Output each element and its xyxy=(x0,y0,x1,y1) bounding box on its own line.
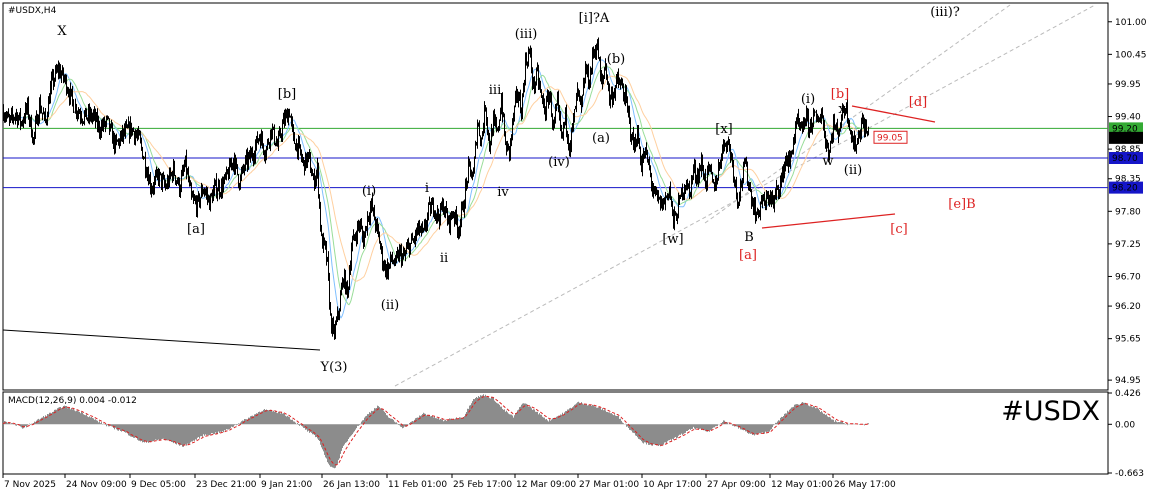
wave-label-red: [e]B xyxy=(948,197,975,212)
wave-label-black: ii xyxy=(440,251,448,266)
price-tick-label: 96.20 xyxy=(1115,302,1141,312)
time-axis: 7 Nov 2025 24 Nov 09:00 9 Dec 05:00 23 Dec … xyxy=(2,474,896,490)
wave-label-black: (iii)? xyxy=(930,5,960,20)
wave-label-black: X xyxy=(57,24,67,39)
wave-label-black: B xyxy=(744,230,754,245)
level-badge xyxy=(1109,152,1143,164)
level-badge-label: 98.20 xyxy=(1112,184,1138,194)
wave-label-black: i xyxy=(425,181,429,196)
wave-label-black: [b] xyxy=(278,87,296,102)
time-tick-label: 26 Jan 13:00 xyxy=(323,480,380,490)
time-tick-label: 12 May 01:00 xyxy=(771,480,833,490)
wave-label-red: [c] xyxy=(890,222,907,237)
target-price-box xyxy=(873,130,908,144)
wave-label-red: [b] xyxy=(831,87,849,102)
trend-line-y xyxy=(2,329,321,351)
price-tick-label: 96.70 xyxy=(1115,272,1141,282)
price-tick-label: 99.40 xyxy=(1115,113,1141,123)
wave-label-black: (i) xyxy=(362,184,376,199)
time-tick-label: 12 Mar 09:00 xyxy=(516,480,576,490)
time-tick-label: 9 Dec 05:00 xyxy=(131,480,186,490)
level-badge xyxy=(1109,122,1143,135)
macd-label: MACD(12,26,9) 0.004 -0.012 xyxy=(8,396,137,406)
target-price-label: 99.05 xyxy=(877,133,903,143)
price-tick-label: 98.85 xyxy=(1115,145,1141,155)
wave-label-black: (a) xyxy=(592,131,610,146)
time-tick-label: 11 Feb 01:00 xyxy=(388,480,447,490)
level-badge-label: 99.04 xyxy=(1112,134,1138,144)
wave-label-black: [a] xyxy=(187,222,205,237)
wave-label-black: (i) xyxy=(801,92,815,107)
time-tick-label: 24 Nov 09:00 xyxy=(66,480,127,490)
price-tick-label: 100.45 xyxy=(1115,50,1147,60)
wave-label-black: (iv) xyxy=(548,155,570,170)
price-tick-label: 94.95 xyxy=(1115,376,1141,386)
time-tick-label: 27 Mar 01:00 xyxy=(579,480,639,490)
price-tick-label: 97.25 xyxy=(1115,240,1141,250)
wave-label-black: [i]?A xyxy=(579,11,610,26)
chart-title: #USDX,H4 xyxy=(8,6,57,16)
time-tick-label: 9 Jan 21:00 xyxy=(261,480,313,490)
wave-label-black: Y(3) xyxy=(320,360,348,375)
price-tick-label: 95.65 xyxy=(1115,335,1141,345)
time-tick-label: 7 Nov 2025 xyxy=(4,480,56,490)
wave-label-black: iv xyxy=(497,185,509,200)
wave-label-black: (b) xyxy=(607,52,625,67)
macd-signal-line xyxy=(2,395,869,466)
macd-tick-label: -0.663 xyxy=(1115,469,1144,479)
macd-panel-frame xyxy=(2,391,1109,475)
price-tick-label: 99.95 xyxy=(1115,80,1141,90)
wave-label-black: (ii) xyxy=(844,163,862,178)
price-tick-label: 97.80 xyxy=(1115,207,1141,217)
wave-label-black: iii xyxy=(489,83,501,98)
wave-label-black: [w] xyxy=(662,232,683,247)
level-badge xyxy=(1109,181,1143,194)
time-tick-label: 26 May 17:00 xyxy=(834,480,896,490)
macd-histogram xyxy=(2,394,869,469)
time-tick-label: 23 Dec 21:00 xyxy=(196,480,257,490)
level-badge-label: 98.70 xyxy=(1112,154,1138,164)
triangle-upper-line xyxy=(851,105,936,123)
time-tick-label: 10 Apr 17:00 xyxy=(643,480,702,490)
wave-label-black: (ii) xyxy=(381,298,399,313)
wave-label-black: w xyxy=(822,154,833,169)
price-tick-label: 101.00 xyxy=(1115,18,1147,28)
macd-tick-label: 0.426 xyxy=(1115,389,1141,399)
triangle-lower-line xyxy=(761,213,896,229)
price-tick-label: 98.35 xyxy=(1115,175,1141,185)
wave-label-black: [x] xyxy=(715,122,732,137)
symbol-watermark: #USDX xyxy=(1001,396,1100,427)
price-series xyxy=(3,37,869,340)
time-tick-label: 27 Apr 09:00 xyxy=(707,480,766,490)
wave-label-black: (iii) xyxy=(515,27,538,42)
level-badge-label: 99.20 xyxy=(1112,124,1138,134)
wave-label-red: [d] xyxy=(909,95,927,110)
ma-fast xyxy=(14,59,869,319)
level-badge xyxy=(1109,131,1143,144)
macd-tick-label: 0.00 xyxy=(1115,420,1135,430)
price-panel-frame xyxy=(2,2,1109,391)
wave-label-black: x xyxy=(838,102,846,117)
channel-lines xyxy=(2,4,1096,387)
price-axis: 101.00 100.45 99.95 99.40 98.85 98.35 97.80 97.… xyxy=(1108,18,1147,479)
wave-labels: X[b][a]Y(3)(i)(ii)iiiiiiiv(iii)(iv)[i]?A… xyxy=(57,5,975,375)
wave-label-red: [a] xyxy=(739,248,757,263)
time-tick-label: 25 Feb 17:00 xyxy=(453,480,512,490)
